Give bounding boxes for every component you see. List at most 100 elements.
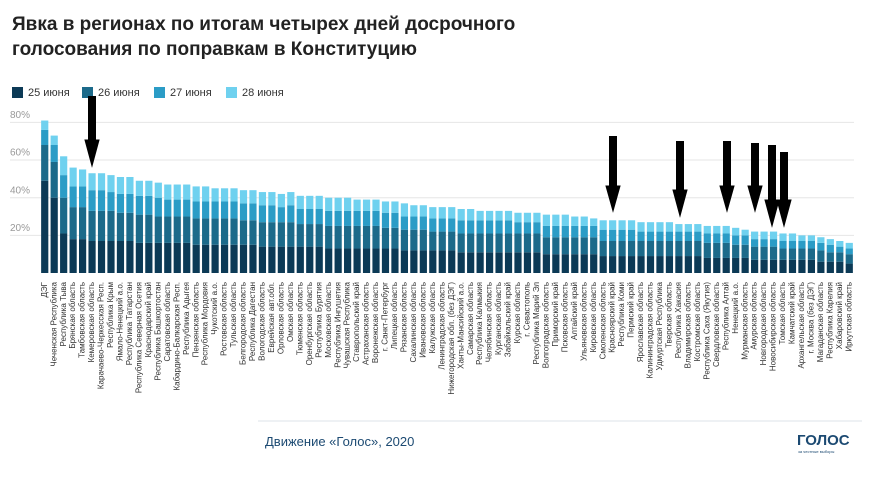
bar-segment <box>769 246 778 260</box>
bar-segment <box>69 186 77 208</box>
bar-segment <box>561 225 569 238</box>
legend-swatch <box>154 87 165 98</box>
bar-segment <box>391 227 399 249</box>
bar-segment <box>202 201 210 219</box>
bar-segment <box>116 193 125 213</box>
bar-segment <box>694 224 702 232</box>
bar-segment <box>211 218 219 245</box>
bar-segment <box>590 225 598 238</box>
bar-segment <box>69 207 77 240</box>
x-tick-label: Чувашская Республика <box>343 281 352 368</box>
bar-segment <box>230 188 238 202</box>
y-tick-label: 60% <box>10 148 30 159</box>
bar-segment <box>230 201 238 219</box>
x-tick-label: Республика Крым <box>106 282 115 348</box>
bar-segment <box>344 248 352 273</box>
bar-segment <box>135 242 143 273</box>
bar-segment <box>50 197 58 273</box>
bar-segment <box>334 197 342 211</box>
bar-segment <box>788 233 797 241</box>
x-tick-label: Кабардино-Балкарская Респ. <box>172 282 181 391</box>
bar-segment <box>665 222 674 232</box>
source: Движение «Голос», 2020 <box>265 434 414 449</box>
bar-segment <box>675 224 683 232</box>
legend-label: 26 июня <box>98 87 140 99</box>
bar-segment <box>419 250 427 273</box>
x-tick-label: Тюменская область <box>295 282 304 355</box>
bar-segment <box>325 225 333 249</box>
bar-segment <box>495 252 503 273</box>
bar-segment <box>732 235 740 245</box>
bar-segment <box>590 218 598 226</box>
bar-segment <box>116 212 125 241</box>
x-tick-label: Пермский край <box>627 282 636 338</box>
bar-segment <box>287 222 295 247</box>
bar-segment <box>836 252 844 262</box>
bar-segment <box>296 209 304 225</box>
bar-segment <box>315 209 323 225</box>
bar-segment <box>580 225 588 238</box>
x-tick-label: Ставропольский край <box>352 282 361 362</box>
bar-segment <box>362 225 371 249</box>
bar-segment <box>50 135 58 145</box>
x-tick-label: Томская область <box>778 282 787 345</box>
bar-segment <box>495 210 503 221</box>
bar-segment <box>145 242 153 273</box>
bar-segment <box>287 246 295 273</box>
bar-segment <box>362 199 371 211</box>
bar-segment <box>107 241 115 273</box>
bar-segment <box>637 222 645 232</box>
arrow-head <box>747 185 763 213</box>
bar-segment <box>760 239 768 247</box>
x-tick-label: Костромская область <box>693 282 702 361</box>
bar-segment <box>751 231 759 240</box>
x-tick-label: Приморский край <box>551 282 560 347</box>
bar-segment <box>429 207 437 219</box>
bar-segment <box>372 225 380 249</box>
x-tick-label: Калининградская область <box>646 282 655 378</box>
bar-segment <box>817 250 825 262</box>
bar-segment <box>476 252 484 273</box>
bar-segment <box>684 241 692 257</box>
bar-segment <box>410 250 418 273</box>
bar-segment <box>779 241 787 249</box>
bar-segment <box>381 201 390 213</box>
legend-label: 25 июня <box>28 87 70 99</box>
bar-segment <box>599 229 607 241</box>
bar-segment <box>334 210 342 226</box>
bar-segment <box>751 259 759 273</box>
x-tick-label: Республика Северная Осетия <box>134 282 143 393</box>
bar-segment <box>344 197 352 211</box>
x-tick-label: Камчатский край <box>788 282 797 344</box>
bar-segment <box>249 220 257 245</box>
bar-segment <box>580 254 588 273</box>
bar-segment <box>798 235 806 241</box>
bar-segment <box>116 241 125 273</box>
x-tick-label: Амурская область <box>750 282 759 350</box>
bar-segment <box>107 175 115 193</box>
x-tick-label: Республика Дагестан <box>248 282 257 361</box>
x-tick-label: Новосибирская область <box>769 282 778 371</box>
bar-segment <box>362 210 371 226</box>
bar-segment <box>372 199 380 211</box>
bar-segment <box>277 246 285 273</box>
bar-segment <box>713 257 721 273</box>
bar-segment <box>656 256 664 273</box>
bar-segment <box>713 242 721 258</box>
bar-segment <box>656 241 664 257</box>
bar-segment <box>60 233 68 273</box>
bar-segment <box>760 246 768 260</box>
bar-segment <box>788 241 797 249</box>
x-tick-label: Челябинская область <box>485 282 494 362</box>
bar-segment <box>202 244 210 273</box>
bar-segment <box>646 256 655 273</box>
bar-segment <box>258 192 267 206</box>
bar-segment <box>419 205 427 217</box>
bar-segment <box>817 261 825 273</box>
bar-segment <box>277 222 285 247</box>
bar-segment <box>599 256 607 273</box>
bar-segment <box>306 195 314 209</box>
x-tick-label: Ростовская область <box>220 282 229 356</box>
x-tick-label: Ульяновская область <box>579 282 588 361</box>
bar-segment <box>362 248 371 273</box>
